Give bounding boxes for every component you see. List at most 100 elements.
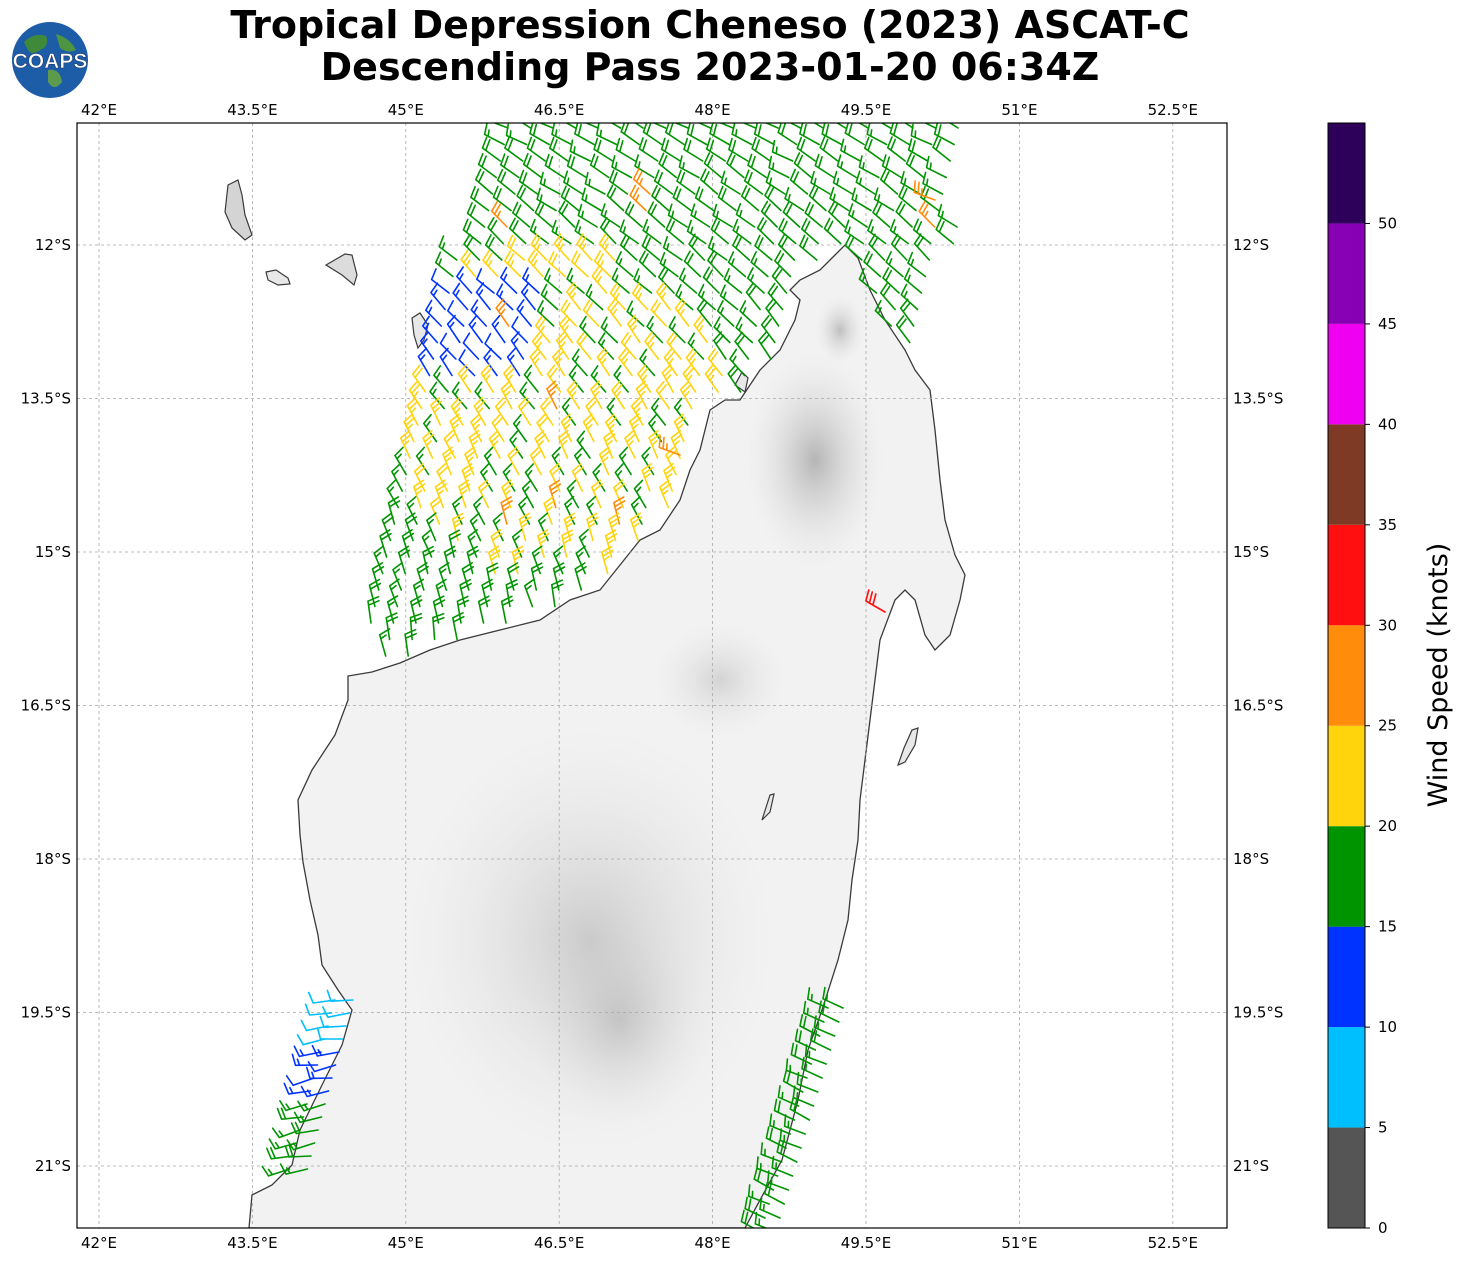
wind-barb (477, 595, 491, 624)
colorbar-bin (1328, 1127, 1365, 1228)
colorbar-tick-label: 30 (1378, 616, 1397, 634)
wind-barb (836, 154, 858, 179)
wind-barb (789, 123, 802, 129)
wind-barb (300, 1085, 330, 1098)
wind-barb (779, 1128, 802, 1149)
wind-barb (400, 429, 412, 459)
wind-barb (527, 249, 544, 278)
wind-barb (858, 267, 878, 294)
wind-barb (422, 545, 435, 575)
wind-barb (449, 413, 462, 443)
wind-barb (802, 1000, 825, 1023)
wind-barb (667, 203, 688, 228)
wind-barb (717, 185, 737, 212)
wind-barb (574, 123, 595, 146)
wind-barb (686, 219, 707, 245)
wind-barb (710, 218, 729, 245)
wind-barb (511, 201, 531, 228)
wind-barb (789, 1097, 811, 1121)
lon-tick-label: 52.5°E (1148, 101, 1198, 119)
wind-barb (386, 479, 400, 509)
lon-tick-label: 43.5°E (227, 101, 277, 119)
wind-barb (279, 1100, 308, 1112)
colorbar-bin (1328, 625, 1365, 726)
wind-barb (641, 234, 661, 261)
wind-barb (613, 479, 625, 509)
wind-barb (552, 545, 564, 575)
wind-barb (683, 137, 704, 162)
wind-barb (401, 529, 415, 558)
wind-barb (488, 545, 501, 575)
wind-barb (430, 282, 446, 311)
wind-barb (650, 299, 667, 327)
wind-barb (723, 268, 743, 294)
wind-barbs (261, 123, 959, 1228)
wind-barb (575, 545, 586, 575)
wind-barb (566, 282, 581, 311)
wind-barb (448, 529, 461, 558)
wind-barb (774, 250, 792, 278)
wind-barb (642, 123, 663, 146)
title-line-2: Descending Pass 2023-01-20 06:34Z (320, 45, 1100, 89)
wind-barb (857, 123, 869, 129)
wind-barb (765, 298, 780, 327)
wind-barb (590, 380, 603, 410)
lat-tick-label: 12°S (1233, 236, 1269, 254)
wind-barb (293, 1111, 323, 1124)
wind-barb (581, 187, 602, 212)
lat-tick-label: 15°S (35, 543, 71, 561)
wind-barb (285, 1075, 315, 1087)
wind-barb (716, 300, 735, 327)
wind-barb (885, 251, 904, 278)
wind-barb (694, 186, 715, 212)
wind-barb (743, 169, 764, 195)
wind-barb (571, 463, 584, 492)
wind-barb (520, 282, 536, 311)
lat-tick-label: 16.5°S (21, 697, 71, 715)
wind-barb (783, 1114, 806, 1135)
wind-barb (821, 123, 843, 146)
wind-barb (531, 545, 543, 575)
wind-barb (881, 154, 903, 179)
wind-barb (663, 347, 678, 377)
wind-barb (539, 171, 561, 195)
wind-barb (577, 203, 598, 228)
lon-tick-label: 42°E (81, 1234, 117, 1252)
wind-barb (703, 152, 723, 179)
wind-barb (682, 364, 697, 393)
wind-barb (880, 168, 899, 195)
lat-tick-label: 15°S (1233, 543, 1269, 561)
wind-barb (490, 529, 503, 558)
lon-tick-label: 51°E (1001, 1234, 1037, 1252)
wind-barb (626, 300, 645, 327)
wind-barb (543, 267, 563, 294)
wind-barb (764, 184, 782, 212)
wind-barb (373, 545, 384, 575)
lon-tick-label: 49.5°E (841, 1234, 891, 1252)
wind-barb (552, 347, 566, 377)
wind-barb (935, 218, 954, 245)
wind-barb (600, 316, 619, 344)
wind-barb (629, 413, 642, 443)
wind-barb (700, 168, 719, 195)
wind-barb (813, 123, 824, 129)
wind-barb (306, 1066, 333, 1080)
lon-tick-label: 43.5°E (227, 1234, 277, 1252)
wind-barb (905, 152, 925, 179)
wind-barb (670, 429, 683, 459)
wind-barb (666, 331, 682, 360)
wind-barb (558, 200, 576, 228)
wind-barb (544, 153, 565, 179)
wind-barb (568, 364, 584, 393)
title-line-1: Tropical Depression Cheneso (2023) ASCAT… (230, 3, 1190, 47)
wind-barb (610, 123, 622, 129)
lon-tick-label: 51°E (1001, 101, 1037, 119)
colorbar: 0 5 10 15 20 25 30 35 40 45 50 (1327, 122, 1397, 1237)
wind-barb (574, 562, 587, 591)
wind-barb (458, 479, 471, 509)
wind-barb (907, 138, 929, 162)
wind-barb (470, 185, 490, 212)
wind-barb (597, 332, 615, 360)
wind-barb (551, 123, 573, 146)
wind-barb (764, 1181, 785, 1205)
